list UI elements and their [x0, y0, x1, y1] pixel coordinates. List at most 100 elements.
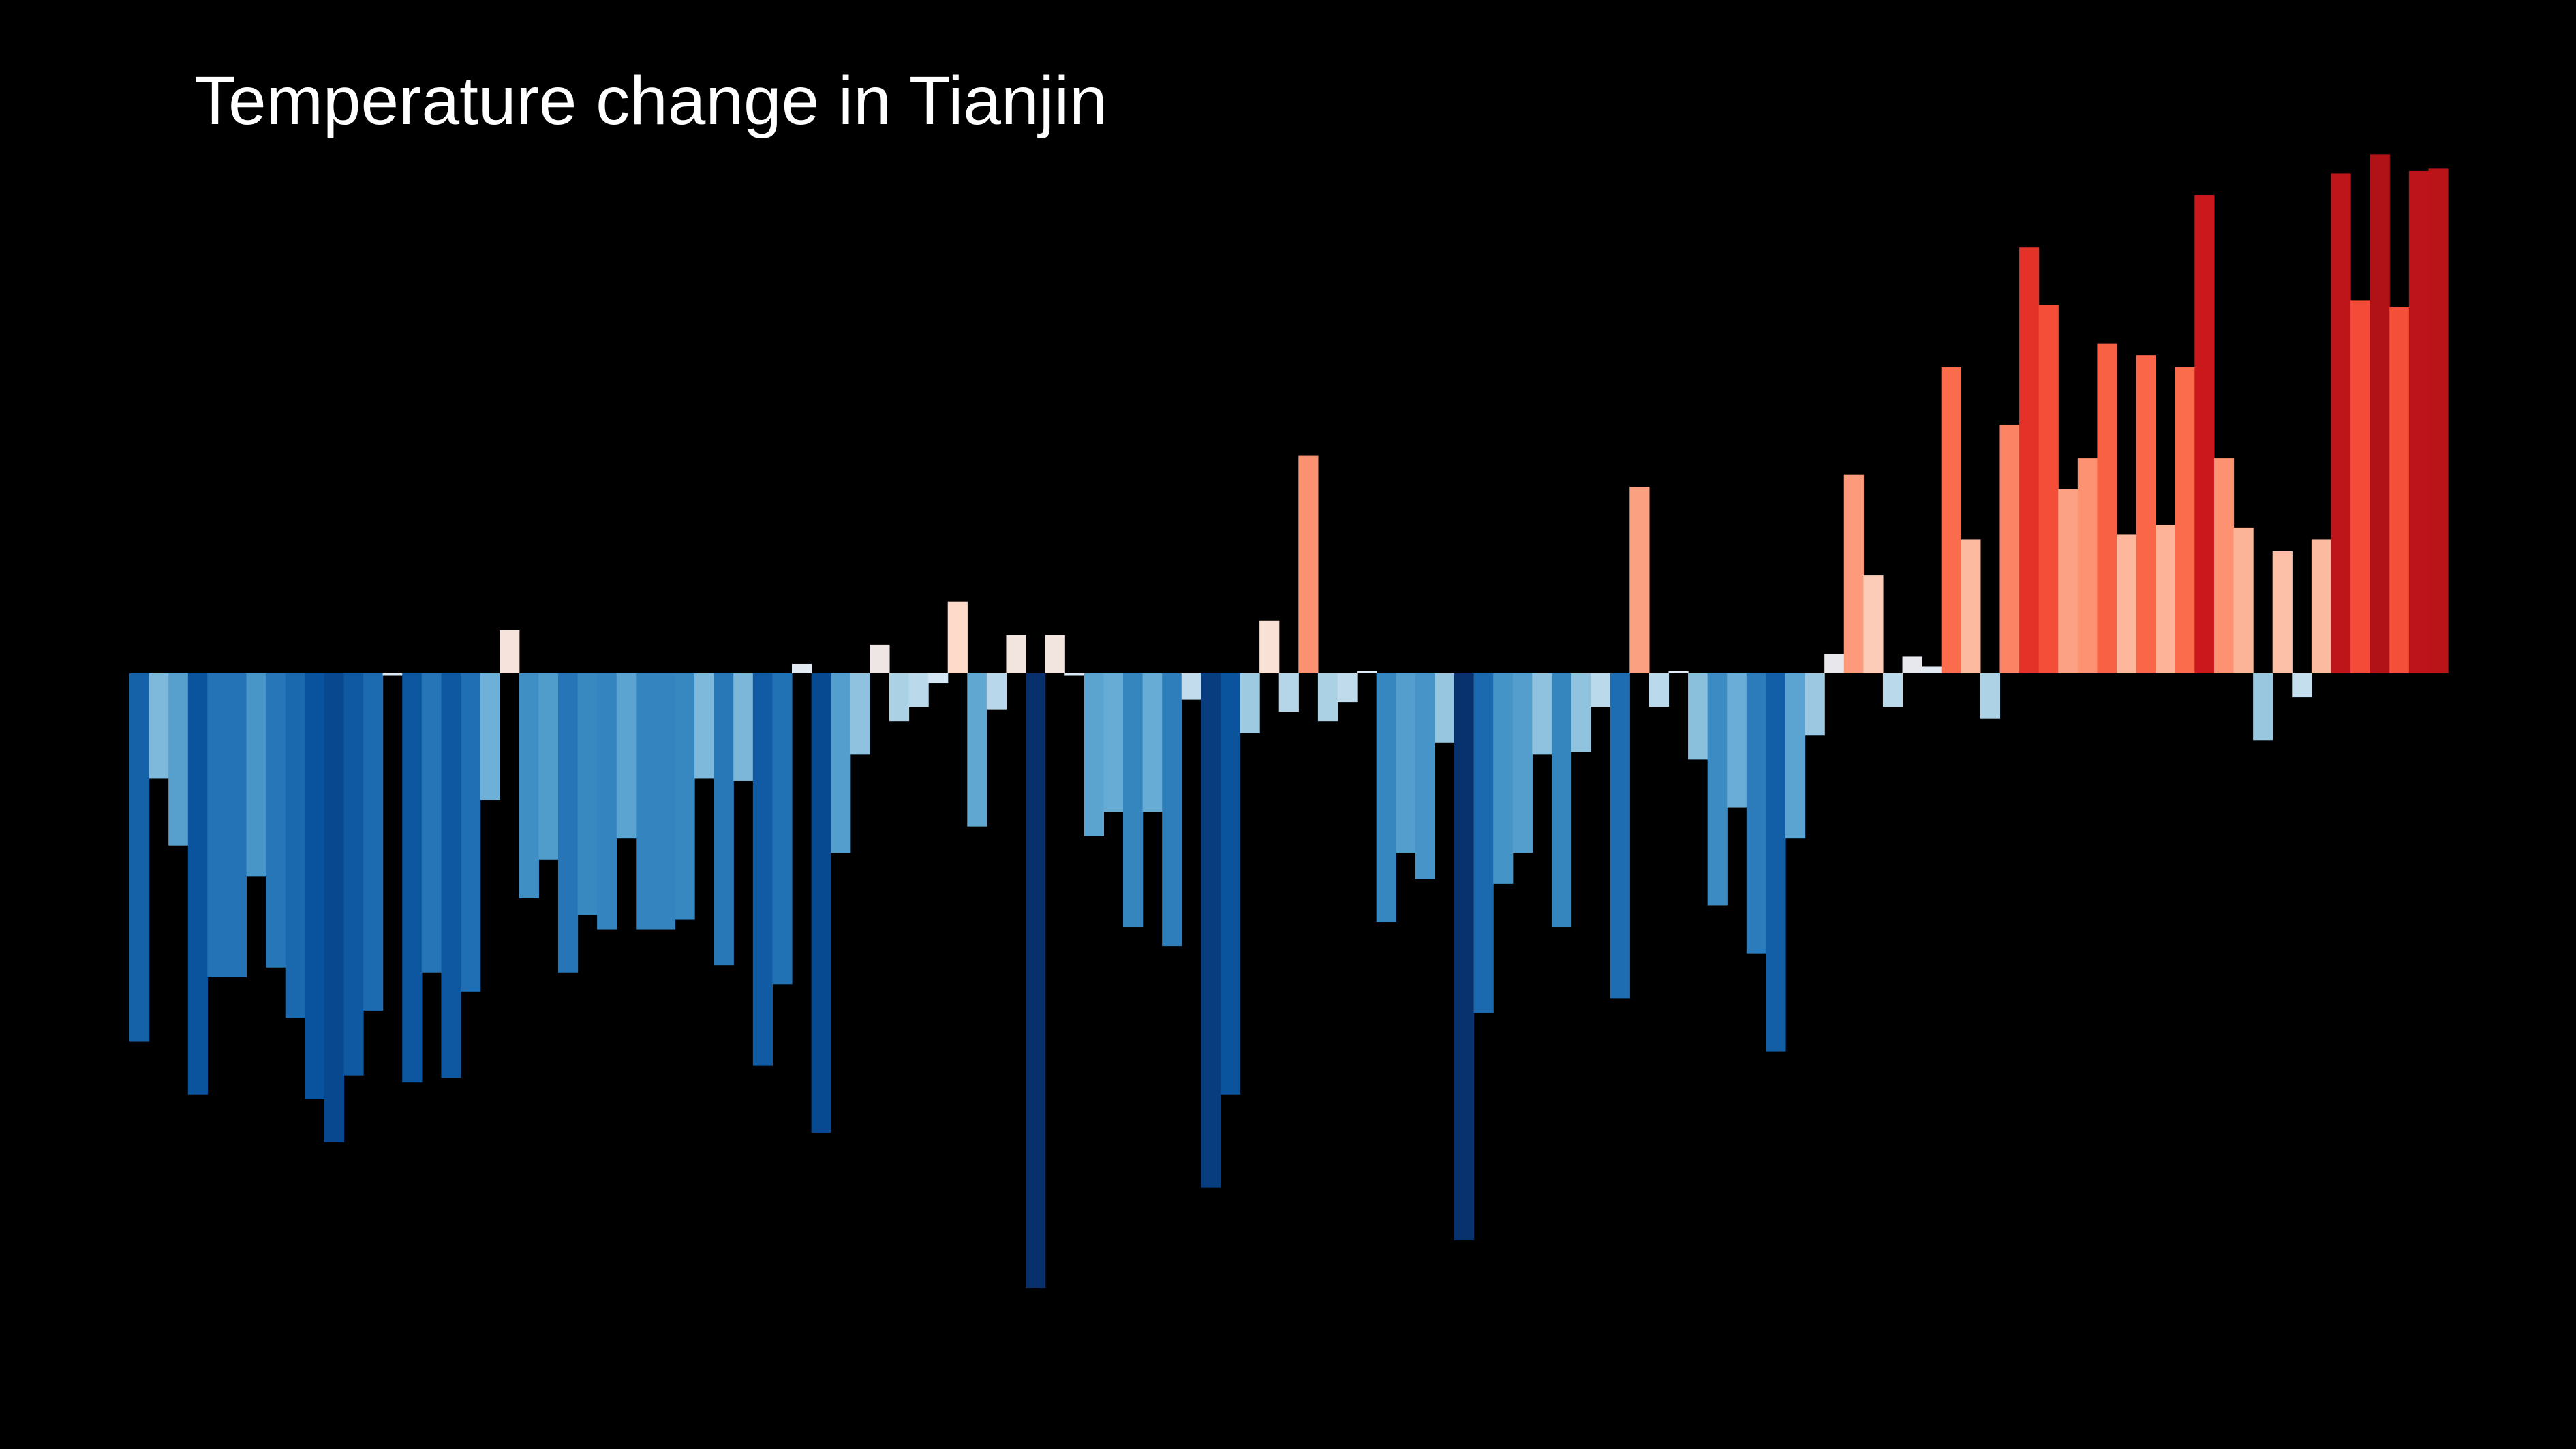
bar-98 [2038, 305, 2059, 674]
bar-26 [636, 673, 656, 930]
bar-13 [382, 673, 403, 676]
bar-48 [1064, 673, 1085, 676]
bar-95 [1980, 673, 2001, 719]
bar-21 [538, 673, 559, 860]
bar-43 [967, 673, 987, 827]
bar-75 [1591, 673, 1611, 707]
bar-35 [811, 673, 831, 1133]
bar-42 [947, 601, 968, 673]
bar-37 [850, 673, 870, 755]
bar-118 [2428, 168, 2449, 673]
bar-52 [1142, 673, 1163, 812]
bar-79 [1668, 671, 1689, 673]
chart-title: Temperature change in Tianjin [194, 63, 1107, 139]
bar-9 [305, 673, 325, 1099]
bar-81 [1707, 673, 1728, 906]
bar-103 [2136, 355, 2156, 673]
bar-44 [986, 673, 1007, 710]
bar-29 [694, 673, 715, 779]
bar-58 [1259, 620, 1280, 673]
bar-24 [597, 673, 617, 930]
bar-70 [1493, 673, 1514, 884]
bar-80 [1688, 673, 1708, 760]
bar-2 [168, 673, 189, 846]
bar-110 [2272, 551, 2293, 673]
bar-7 [266, 673, 286, 968]
bar-25 [616, 673, 637, 839]
bar-8 [285, 673, 305, 1018]
bar-112 [2311, 539, 2332, 673]
bar-108 [2233, 527, 2254, 673]
bar-23 [577, 673, 598, 915]
bar-87 [1824, 654, 1845, 673]
bar-74 [1571, 673, 1591, 752]
bar-14 [402, 673, 423, 1083]
bar-41 [928, 673, 949, 684]
bar-111 [2292, 673, 2312, 698]
bar-86 [1805, 673, 1825, 736]
bar-40 [908, 673, 929, 707]
bar-38 [870, 644, 890, 673]
bar-67 [1435, 673, 1455, 743]
bar-31 [733, 673, 754, 781]
bar-116 [2389, 307, 2410, 674]
bar-39 [889, 673, 910, 722]
bar-0 [129, 673, 150, 1042]
bar-47 [1045, 635, 1065, 673]
bar-16 [441, 673, 461, 1078]
bar-93 [1941, 367, 1961, 673]
bar-99 [2058, 489, 2079, 673]
bar-50 [1103, 673, 1124, 812]
bar-101 [2097, 343, 2117, 673]
bar-82 [1727, 673, 1747, 808]
bar-30 [714, 673, 734, 966]
bar-97 [2019, 247, 2040, 674]
bar-20 [519, 673, 539, 898]
bar-55 [1201, 673, 1221, 1188]
bar-19 [500, 630, 520, 673]
bar-104 [2156, 525, 2176, 673]
bar-17 [461, 673, 481, 992]
bar-76 [1610, 673, 1630, 999]
bar-45 [1006, 635, 1026, 673]
bar-36 [831, 673, 851, 853]
bar-78 [1649, 673, 1670, 707]
bar-15 [421, 673, 442, 973]
bar-46 [1026, 673, 1046, 1289]
bar-65 [1396, 673, 1416, 853]
bar-90 [1882, 673, 1903, 707]
bar-94 [1961, 539, 1981, 673]
bar-83 [1746, 673, 1767, 954]
bar-71 [1512, 673, 1533, 853]
bar-12 [363, 673, 384, 1011]
bar-72 [1532, 673, 1552, 755]
bar-96 [1999, 424, 2020, 673]
bar-57 [1240, 673, 1260, 733]
bar-4 [207, 673, 228, 977]
bar-106 [2194, 195, 2215, 673]
bar-1 [149, 673, 169, 779]
bar-27 [655, 673, 676, 930]
bar-102 [2117, 534, 2137, 673]
bar-3 [187, 673, 208, 1095]
bar-85 [1785, 673, 1806, 839]
bar-60 [1298, 455, 1319, 673]
bar-66 [1415, 673, 1436, 879]
bar-59 [1278, 673, 1299, 712]
bar-22 [557, 673, 579, 973]
bar-10 [324, 673, 345, 1142]
bar-63 [1357, 671, 1377, 673]
bar-34 [792, 663, 812, 673]
bar-18 [480, 673, 500, 801]
bar-62 [1337, 673, 1358, 703]
bar-73 [1551, 673, 1572, 928]
bar-49 [1084, 673, 1105, 836]
bar-109 [2253, 673, 2273, 741]
bar-32 [752, 673, 773, 1066]
bars-group [129, 154, 2449, 1289]
bar-115 [2370, 154, 2390, 673]
bar-61 [1317, 673, 1338, 722]
bar-105 [2175, 367, 2195, 673]
bar-28 [675, 673, 695, 920]
